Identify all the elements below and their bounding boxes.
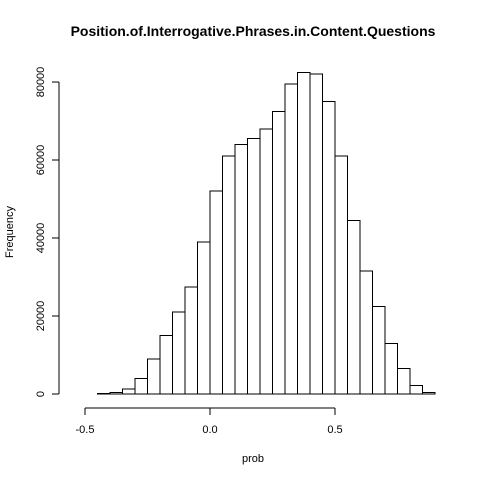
histogram-bar	[109, 391, 123, 395]
histogram-bar	[384, 342, 398, 395]
x-axis-tick-label: 0.0	[202, 424, 217, 436]
histogram-bar	[209, 190, 223, 395]
histogram-bar	[172, 311, 186, 395]
y-axis-tick-label: 80000	[35, 67, 47, 98]
histogram-bar	[272, 110, 286, 395]
chart-title: Position.of.Interrogative.Phrases.in.Con…	[71, 23, 436, 39]
y-axis-label: Frequency	[4, 206, 16, 258]
y-axis-tick-label: 0	[35, 391, 47, 397]
histogram-bar	[372, 305, 386, 395]
x-axis-tick-label: 0.5	[327, 424, 342, 436]
y-axis-tick-label: 40000	[35, 223, 47, 254]
y-axis-tick-label: 20000	[35, 301, 47, 332]
histogram-bar	[284, 83, 298, 395]
histogram-bar	[422, 391, 436, 395]
histogram-bar	[159, 335, 173, 395]
x-axis: -0.5 0.0 0.5	[76, 407, 343, 436]
histogram-bar	[334, 155, 348, 395]
histogram-bar	[297, 71, 311, 395]
histogram-bar	[222, 155, 236, 395]
histogram-bar	[134, 377, 148, 395]
histogram-bar	[397, 368, 411, 395]
y-axis: 0 20000 40000 60000 80000	[35, 67, 60, 397]
histogram-bar	[347, 219, 361, 395]
histogram-bar	[184, 286, 198, 395]
histogram-bar	[259, 128, 273, 395]
histogram-bar	[234, 143, 248, 395]
histogram-bar	[409, 384, 423, 395]
histogram-bars	[97, 71, 436, 395]
histogram-bar	[247, 138, 261, 395]
histogram-bar	[309, 73, 323, 395]
histogram-bar	[147, 358, 161, 395]
histogram-bar	[322, 101, 336, 395]
histogram-bar	[197, 241, 211, 395]
histogram-bar	[122, 388, 136, 395]
x-axis-label: prob	[242, 453, 264, 465]
y-axis-tick-label: 60000	[35, 145, 47, 176]
histogram-bar	[359, 270, 373, 395]
x-axis-tick-label: -0.5	[76, 424, 95, 436]
